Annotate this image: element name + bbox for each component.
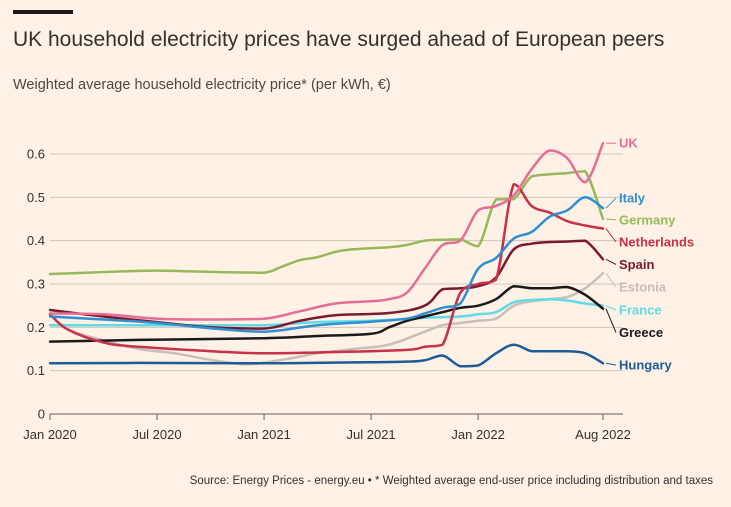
- series-label-netherlands: Netherlands: [619, 234, 694, 249]
- gridlines: [50, 153, 623, 372]
- series-label-uk: UK: [619, 136, 638, 151]
- label-leader-estonia: [605, 272, 617, 288]
- x-tick-label: Jul 2020: [132, 427, 181, 442]
- chart-subtitle: Weighted average household electricity p…: [13, 77, 391, 93]
- label-leader-france: [605, 305, 617, 311]
- y-tick-label: 0: [38, 407, 45, 422]
- series-line-greece: [48, 284, 605, 343]
- x-axis: Jan 2020 Jul 2020 Jan 2021 Jul 2021 Jan 2022…: [23, 413, 631, 442]
- series-line-germany: [48, 170, 605, 276]
- series-labels: UK Italy Germany Netherlands Spain Estonia Fra…: [605, 136, 694, 373]
- series-label-germany: Germany: [619, 212, 676, 227]
- label-leader-hungary: [605, 362, 617, 366]
- brand-bar: [13, 10, 73, 14]
- series-label-france: France: [619, 303, 662, 318]
- label-leader-germany: [605, 218, 617, 221]
- series-label-spain: Spain: [619, 257, 654, 272]
- x-tick-label: Jul 2021: [347, 427, 396, 442]
- label-leader-spain: [605, 258, 617, 265]
- source-note: Source: Energy Prices - energy.eu • * We…: [189, 475, 713, 487]
- x-tick-label: Jan 2022: [451, 427, 505, 442]
- y-tick-label: 0.3: [27, 277, 45, 292]
- y-tick-label: 0.1: [27, 363, 45, 378]
- chart-title: UK household electricity prices have sur…: [13, 28, 665, 51]
- series-line-netherlands: [48, 183, 605, 355]
- series-lines: [48, 141, 605, 368]
- series-line-hungary: [48, 343, 605, 368]
- series-label-italy: Italy: [619, 191, 646, 206]
- y-tick-label: 0.2: [27, 320, 45, 335]
- series-line-italy: [48, 196, 605, 333]
- y-tick-label: 0.5: [27, 190, 45, 205]
- y-tick-label: 0.6: [27, 147, 45, 162]
- series-label-estonia: Estonia: [619, 280, 667, 295]
- x-tick-label: Aug 2022: [575, 427, 631, 442]
- series-label-hungary: Hungary: [619, 358, 673, 373]
- label-leader-italy: [605, 197, 617, 209]
- series-line-uk: [48, 141, 605, 321]
- y-tick-label: 0.4: [27, 233, 45, 248]
- y-axis: 0 0.1 0.2 0.3 0.4 0.5 0.6: [27, 147, 45, 422]
- x-tick-label: Jan 2020: [23, 427, 77, 442]
- x-tick-label: Jan 2021: [237, 427, 291, 442]
- series-label-greece: Greece: [619, 325, 663, 340]
- label-leader-netherlands: [605, 228, 617, 243]
- label-leader-greece: [605, 308, 617, 333]
